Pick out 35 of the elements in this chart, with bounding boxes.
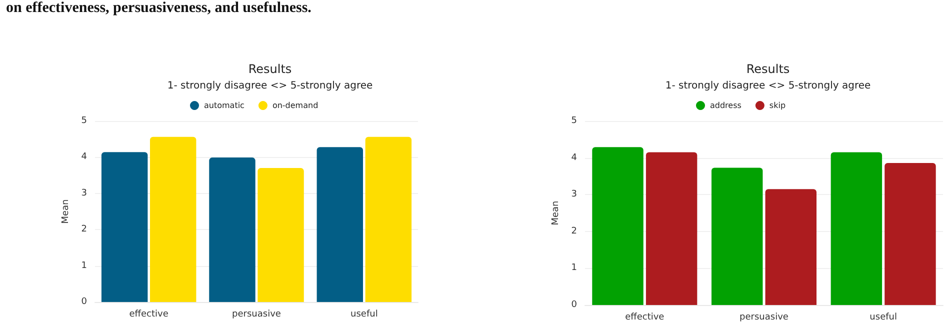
legend-label: on-demand xyxy=(272,101,318,110)
y-tick-label: 2 xyxy=(571,226,577,236)
legend-label: skip xyxy=(769,101,786,110)
y-tick-label: 1 xyxy=(571,263,577,274)
chart-subtitle: 1- strongly disagree <> 5-strongly agree xyxy=(665,80,871,92)
x-tick-label: useful xyxy=(870,312,897,322)
x-tick-label: effective xyxy=(625,312,665,322)
bar xyxy=(711,168,763,305)
bar xyxy=(646,152,698,305)
y-tick-label: 4 xyxy=(81,152,88,162)
y-tick-label: 4 xyxy=(571,152,578,163)
y-tick-label: 0 xyxy=(571,300,578,310)
bar xyxy=(765,189,817,305)
x-tick-label: useful xyxy=(350,310,378,320)
legend-label: automatic xyxy=(204,101,244,110)
bar xyxy=(884,162,936,305)
y-tick-label: 2 xyxy=(81,224,87,235)
bar xyxy=(830,152,882,305)
y-tick-label: 0 xyxy=(81,297,88,307)
y-tick-label: 3 xyxy=(81,188,87,198)
chart-title: Results xyxy=(248,62,292,76)
chart-subtitle: 1- strongly disagree <> 5-strongly agree xyxy=(167,80,373,92)
y-tick-label: 3 xyxy=(571,190,577,200)
x-tick-label: effective xyxy=(129,310,169,320)
chart-title: Results xyxy=(746,62,790,76)
y-axis-title: Mean xyxy=(60,199,71,224)
text: on effectiveness, persuasiveness, and usefulness. xyxy=(6,0,312,17)
legend-label: address xyxy=(710,101,742,110)
bar xyxy=(592,147,644,305)
y-axis-title: Mean xyxy=(550,200,561,226)
x-tick-label: persuasive xyxy=(740,312,789,322)
y-tick-label: 5 xyxy=(571,116,577,126)
y-tick-label: 1 xyxy=(81,260,87,271)
x-tick-label: persuasive xyxy=(232,310,282,320)
y-tick-label: 5 xyxy=(81,116,87,126)
